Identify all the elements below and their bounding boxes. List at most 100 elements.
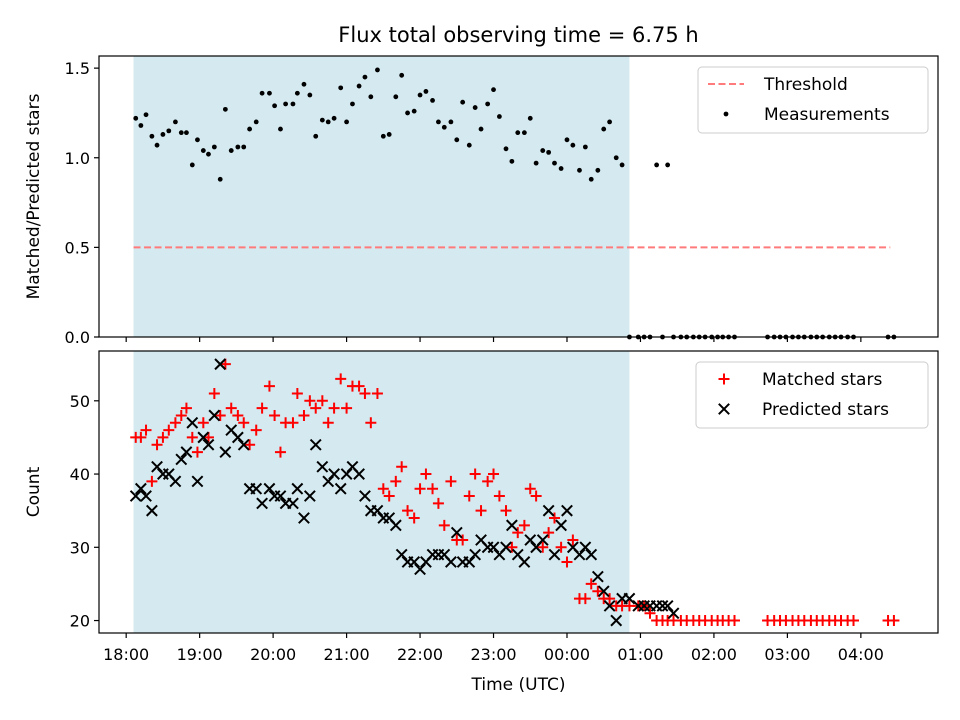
data-point <box>138 123 144 128</box>
data-point <box>390 475 402 487</box>
data-point <box>503 146 509 152</box>
data-point <box>298 512 310 524</box>
data-point <box>518 556 531 568</box>
data-point <box>493 490 505 502</box>
data-point <box>287 417 299 429</box>
data-point <box>603 599 616 612</box>
data-point <box>500 505 512 517</box>
data-point <box>202 438 215 451</box>
data-point <box>175 409 187 421</box>
data-point <box>561 504 573 517</box>
data-point <box>169 417 181 429</box>
data-point <box>558 166 564 171</box>
data-point <box>533 160 539 166</box>
y-tick-label: 30 <box>70 538 90 557</box>
data-point <box>512 527 524 539</box>
data-point <box>396 461 408 473</box>
data-point <box>353 380 365 392</box>
data-point <box>301 81 307 87</box>
data-point <box>496 114 502 119</box>
data-point <box>184 130 189 136</box>
data-point <box>228 148 234 153</box>
data-point <box>454 137 460 143</box>
data-point <box>591 570 604 583</box>
data-point <box>420 468 432 480</box>
data-point <box>524 534 537 546</box>
x-tick-label: 22:00 <box>397 645 443 664</box>
data-point <box>365 417 377 429</box>
axes-frame <box>98 350 939 634</box>
y-tick-label: 40 <box>70 465 90 484</box>
data-point <box>463 490 475 502</box>
data-point <box>579 541 592 554</box>
data-point <box>335 373 347 385</box>
y-axis-label: Matched/Predicted stars <box>24 93 44 299</box>
data-point <box>377 483 389 495</box>
data-point <box>263 380 275 392</box>
series-plus <box>130 358 900 627</box>
data-point <box>334 482 347 495</box>
data-point <box>667 607 680 620</box>
data-point <box>543 527 555 539</box>
data-point <box>154 142 160 148</box>
data-point <box>654 162 660 168</box>
data-point <box>191 446 203 458</box>
data-point <box>328 468 341 480</box>
star-count-panel: 20 30 40 50 18:00 19:00 20:00 21:00 22:00 23:00 00… <box>24 350 939 695</box>
flux-ratio-panel: 0.0 0.5 1.0 1.5 Matched/Predicted stars Thres… <box>24 55 939 347</box>
data-point <box>506 541 518 553</box>
data-point <box>274 446 286 458</box>
data-point <box>219 358 231 370</box>
data-point <box>231 431 244 444</box>
x-axis-label: Time (UTC) <box>471 675 566 695</box>
data-point <box>530 490 542 502</box>
data-point <box>133 115 139 121</box>
data-point <box>380 133 386 139</box>
data-point <box>482 475 494 487</box>
data-point <box>487 541 500 554</box>
data-point <box>540 148 546 153</box>
legend-marker-plus <box>718 373 730 385</box>
data-point <box>278 126 283 132</box>
axes-frame <box>98 55 939 338</box>
data-point <box>485 101 491 107</box>
data-point <box>134 482 147 495</box>
data-point <box>290 101 296 107</box>
data-point <box>237 438 250 451</box>
data-point <box>151 439 163 451</box>
data-point <box>328 402 340 414</box>
data-point <box>597 585 610 598</box>
data-point <box>460 99 466 105</box>
data-point <box>375 67 380 73</box>
data-point <box>294 90 300 96</box>
data-point <box>371 387 383 399</box>
x-tick-label: 21:00 <box>324 645 370 664</box>
observing-window-shade <box>133 351 630 633</box>
data-point <box>438 519 450 531</box>
data-point <box>386 132 392 137</box>
data-point <box>661 599 674 612</box>
data-point <box>202 431 214 443</box>
data-point <box>613 155 619 161</box>
data-point <box>548 548 561 561</box>
legend: Threshold Measurements <box>697 66 929 134</box>
data-point <box>582 144 588 150</box>
data-point <box>211 144 217 150</box>
data-point <box>259 90 265 96</box>
data-point <box>304 395 316 407</box>
data-point <box>241 144 247 150</box>
legend-box <box>695 361 929 429</box>
x-tick-label: 00:00 <box>544 645 590 664</box>
data-point <box>283 101 289 107</box>
data-point <box>263 482 276 495</box>
data-point <box>178 130 184 136</box>
data-point <box>518 519 530 531</box>
data-point <box>588 176 594 182</box>
x-tick-label: 03:00 <box>764 645 810 664</box>
series-x <box>129 358 680 627</box>
data-point <box>432 497 444 509</box>
data-point <box>338 85 344 91</box>
data-point <box>555 541 567 553</box>
data-point <box>235 144 241 150</box>
data-point <box>274 490 287 502</box>
